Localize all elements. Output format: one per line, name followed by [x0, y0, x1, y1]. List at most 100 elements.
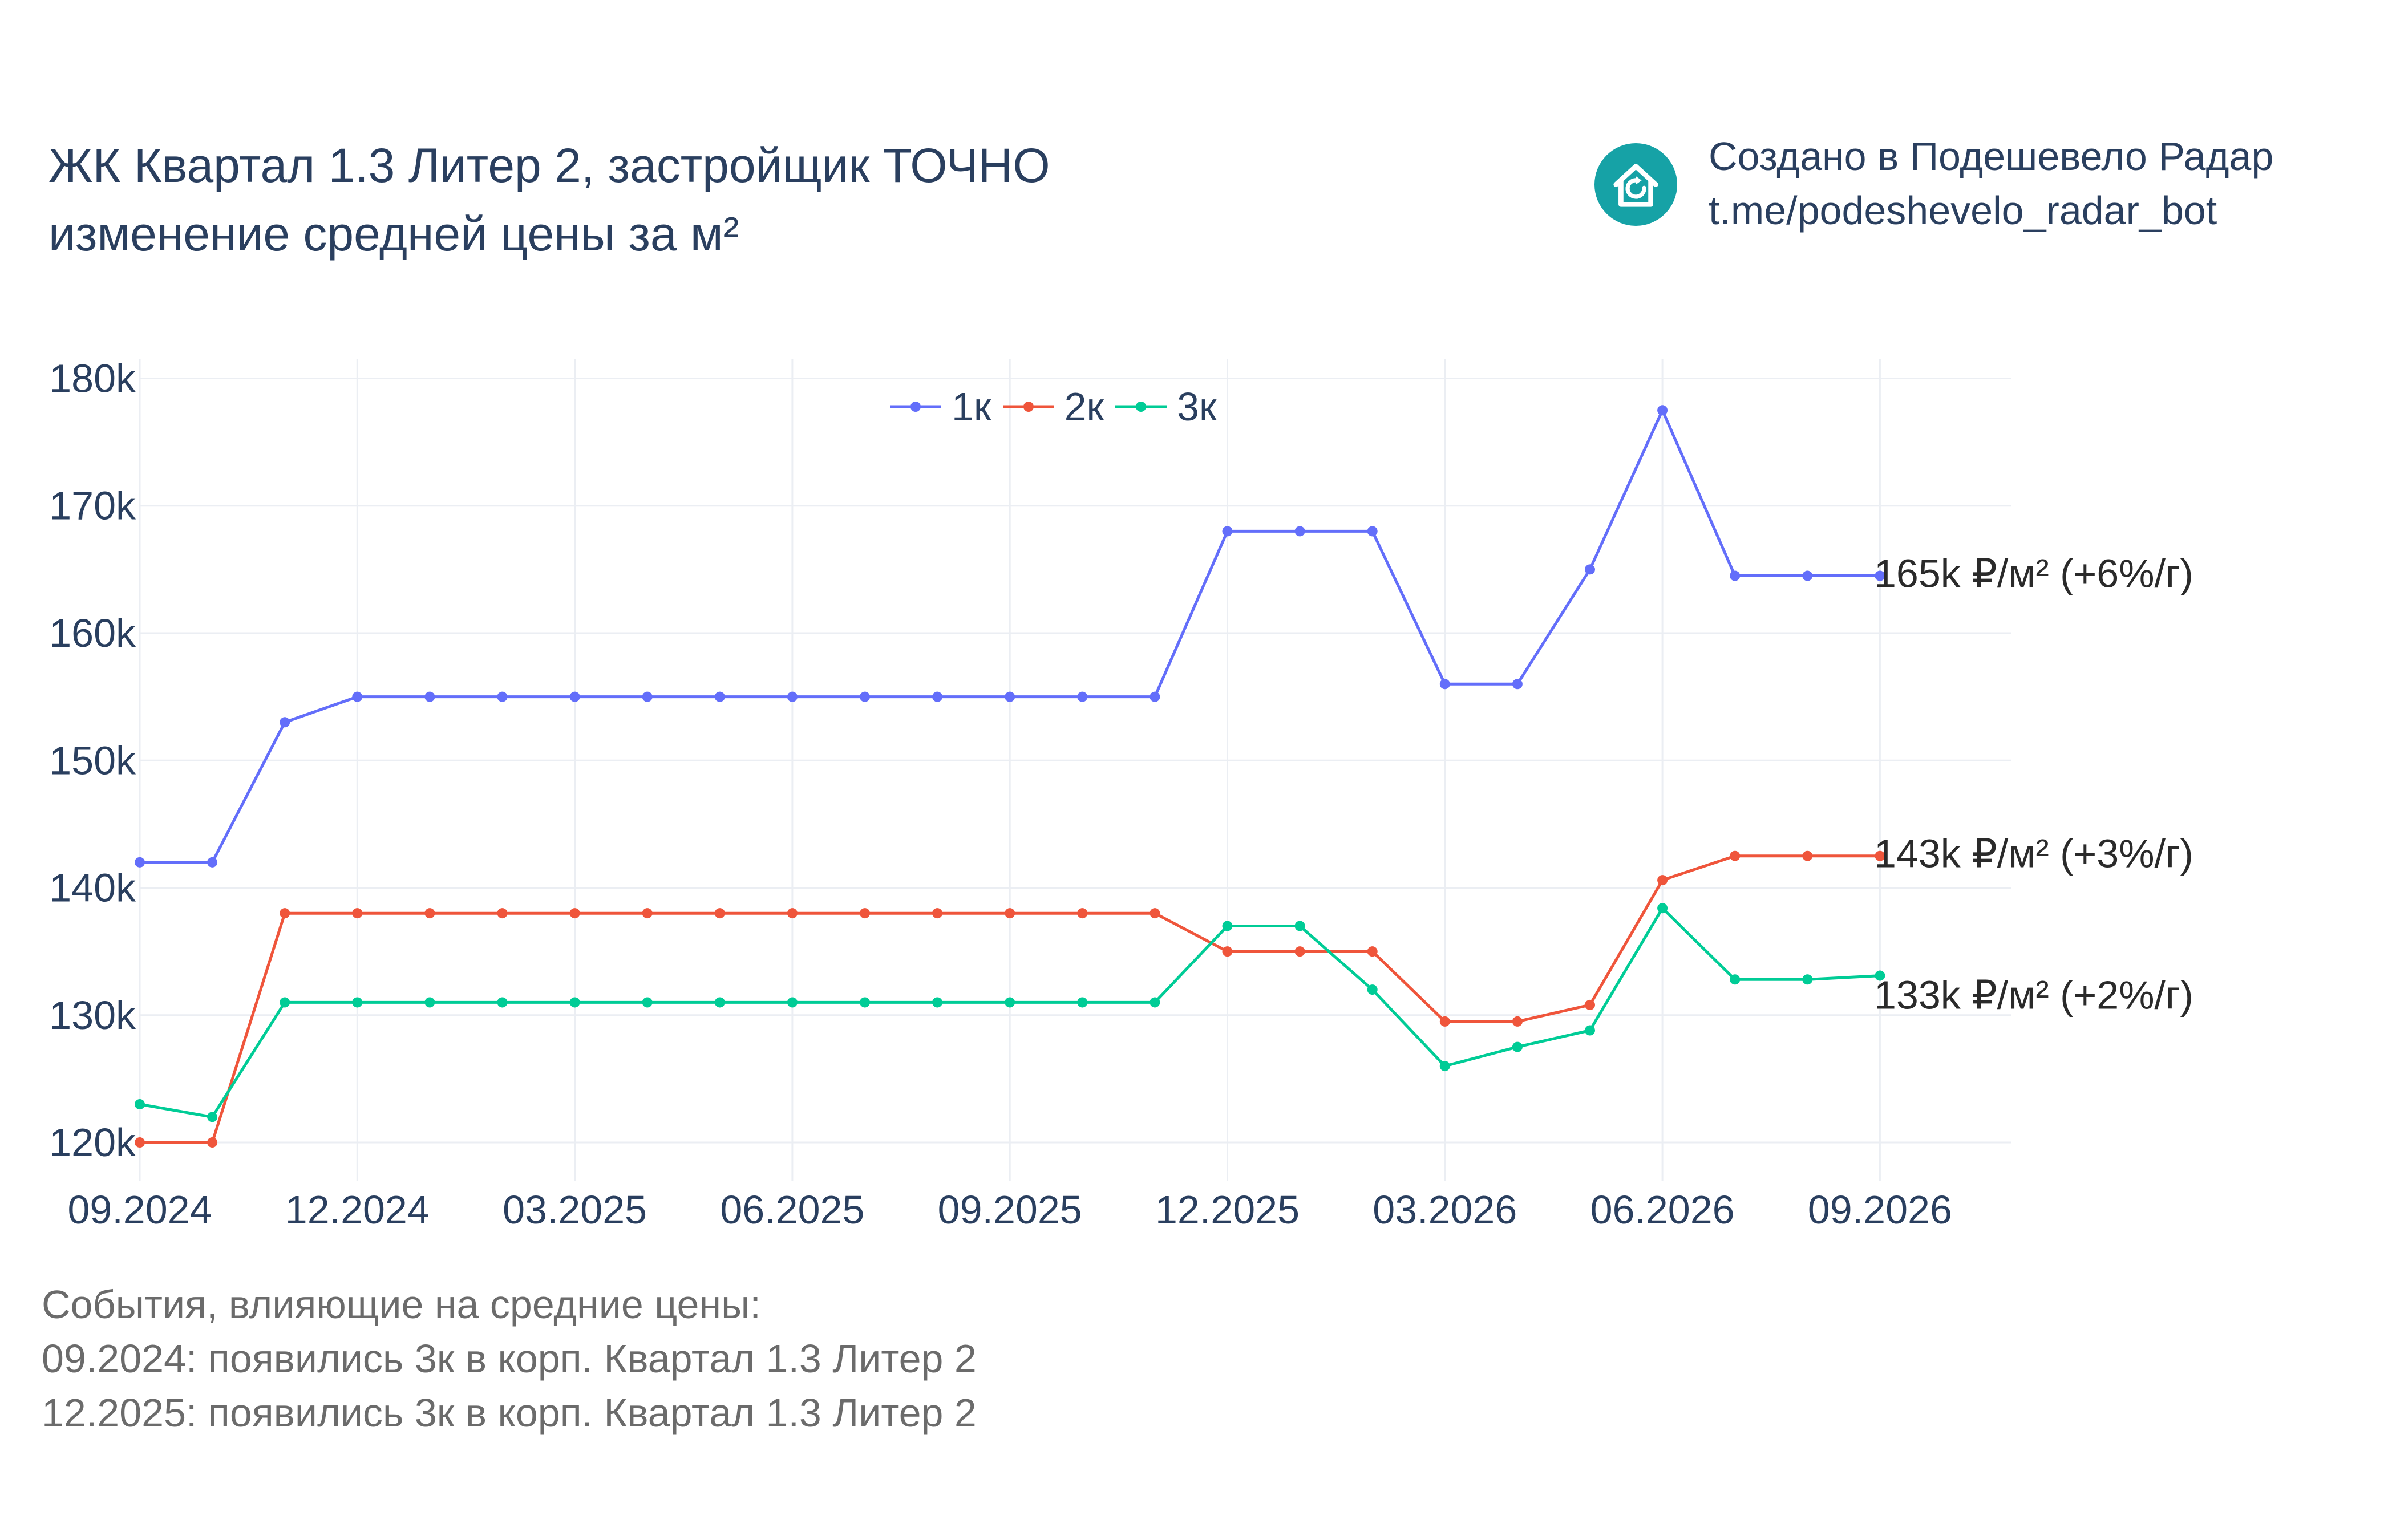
legend-swatch [1002, 402, 1054, 412]
y-tick-label: 140k [49, 866, 136, 910]
x-tick-label: 09.2025 [938, 1188, 1082, 1232]
legend-swatch-marker [910, 402, 921, 412]
data-point-3к [280, 997, 290, 1008]
data-point-2к [1730, 850, 1741, 861]
data-point-3к [642, 997, 653, 1008]
chart-legend: 1к 2к 3к [890, 381, 1228, 432]
x-tick-label: 06.2025 [720, 1188, 864, 1232]
data-point-1к [1439, 679, 1450, 690]
data-point-3к [497, 997, 508, 1008]
chart-title-line-1: ЖК Квартал 1.3 Литер 2, застройщик ТОЧНО [48, 139, 1050, 192]
data-point-3к [424, 997, 435, 1008]
data-point-1к [1222, 526, 1233, 537]
legend-item-3к[interactable]: 3к [1115, 384, 1217, 429]
legend-swatch [890, 402, 941, 412]
data-point-2к [1150, 908, 1160, 919]
data-point-3к [860, 997, 870, 1008]
data-point-1к [642, 691, 653, 702]
data-point-2к [1005, 908, 1015, 919]
data-point-2к [352, 908, 363, 919]
data-point-2к [1802, 850, 1813, 861]
data-point-2к [135, 1137, 145, 1148]
legend-swatch-marker [1023, 402, 1034, 412]
data-point-1к [932, 691, 943, 702]
price-chart: 120k 130k 140k 150k 160k 170k 180k 09.2024 12.20… [49, 356, 2193, 1232]
brand-credit: Создано в Подешевело Радар t.me/podeshev… [1709, 129, 2273, 238]
end-label-1к: 165k ₽/м² (+6%/г) [1874, 552, 2193, 596]
event-item-2: 12.2025: появились 3к в корп. Квартал 1.… [42, 1391, 977, 1435]
events-block: События, влияющие на средние цены: 09.20… [42, 1278, 977, 1440]
data-point-3к [569, 997, 580, 1008]
event-item-1: 09.2024: появились 3к в корп. Квартал 1.… [42, 1336, 977, 1381]
legend-label: 1к [952, 384, 991, 429]
x-tick-label: 03.2026 [1373, 1188, 1517, 1232]
data-point-3к [714, 997, 725, 1008]
end-label-3к: 133k ₽/м² (+2%/г) [1874, 973, 2193, 1018]
data-point-1к [1294, 526, 1305, 537]
x-tick-label: 12.2024 [285, 1188, 430, 1232]
data-point-3к [1005, 997, 1015, 1008]
data-point-1к [714, 691, 725, 702]
x-tick-label: 09.2026 [1808, 1188, 1952, 1232]
data-point-2к [860, 908, 870, 919]
data-point-1к [424, 691, 435, 702]
data-point-2к [714, 908, 725, 919]
legend-item-1к[interactable]: 1к [890, 384, 991, 429]
data-point-3к [787, 997, 798, 1008]
data-point-2к [1875, 850, 1885, 861]
data-point-3к [1730, 974, 1741, 985]
data-point-1к [1802, 570, 1813, 581]
data-point-3к [1367, 984, 1378, 995]
data-point-3к [1512, 1041, 1523, 1052]
data-point-2к [1367, 946, 1378, 957]
x-tick-label: 12.2025 [1155, 1188, 1300, 1232]
data-point-1к [1077, 691, 1088, 702]
data-point-1к [135, 857, 145, 868]
data-point-1к [497, 691, 508, 702]
data-point-2к [1585, 999, 1595, 1010]
data-point-1к [1512, 679, 1523, 690]
legend-swatch [1115, 402, 1167, 412]
data-point-3к [1875, 970, 1885, 981]
data-point-3к [1439, 1061, 1450, 1072]
data-point-2к [424, 908, 435, 919]
data-point-2к [932, 908, 943, 919]
data-point-2к [642, 908, 653, 919]
x-tick-label: 06.2026 [1590, 1188, 1735, 1232]
data-point-2к [1294, 946, 1305, 957]
data-point-2к [1439, 1016, 1450, 1027]
logo-refresh-arrow [1625, 178, 1646, 199]
house-refresh-icon [1594, 143, 1677, 226]
data-point-1к [1585, 564, 1595, 575]
data-point-1к [280, 717, 290, 728]
data-point-1к [569, 691, 580, 702]
events-header: События, влияющие на средние цены: [42, 1282, 761, 1327]
data-point-1к [1367, 526, 1378, 537]
data-point-1к [1875, 570, 1885, 581]
data-point-3к [1585, 1025, 1595, 1036]
y-tick-label: 120k [49, 1120, 136, 1165]
data-point-2к [1077, 908, 1088, 919]
logo-house [1613, 164, 1658, 207]
brand-link[interactable]: t.me/podeshevelo_radar_bot [1709, 188, 2217, 233]
brand-name: Создано в Подешевело Радар [1709, 134, 2274, 179]
y-tick-label: 130k [49, 993, 136, 1038]
data-point-3к [932, 997, 943, 1008]
legend-label: 2к [1064, 384, 1104, 429]
data-point-1к [1730, 570, 1741, 581]
x-tick-label: 03.2025 [503, 1188, 647, 1232]
data-point-1к [207, 857, 218, 868]
data-point-3к [1077, 997, 1088, 1008]
data-point-2к [1657, 875, 1668, 886]
data-point-1к [1005, 691, 1015, 702]
legend-item-2к[interactable]: 2к [1002, 384, 1104, 429]
data-point-3к [1150, 997, 1160, 1008]
legend-label: 3к [1177, 384, 1217, 429]
data-point-1к [1657, 405, 1668, 416]
data-point-3к [1657, 903, 1668, 914]
y-tick-label: 150k [49, 738, 136, 783]
data-point-2к [280, 908, 290, 919]
x-tick-label: 09.2024 [67, 1188, 212, 1232]
chart-title-line-2: изменение средней цены за м² [48, 207, 739, 261]
data-point-3к [1802, 974, 1813, 985]
